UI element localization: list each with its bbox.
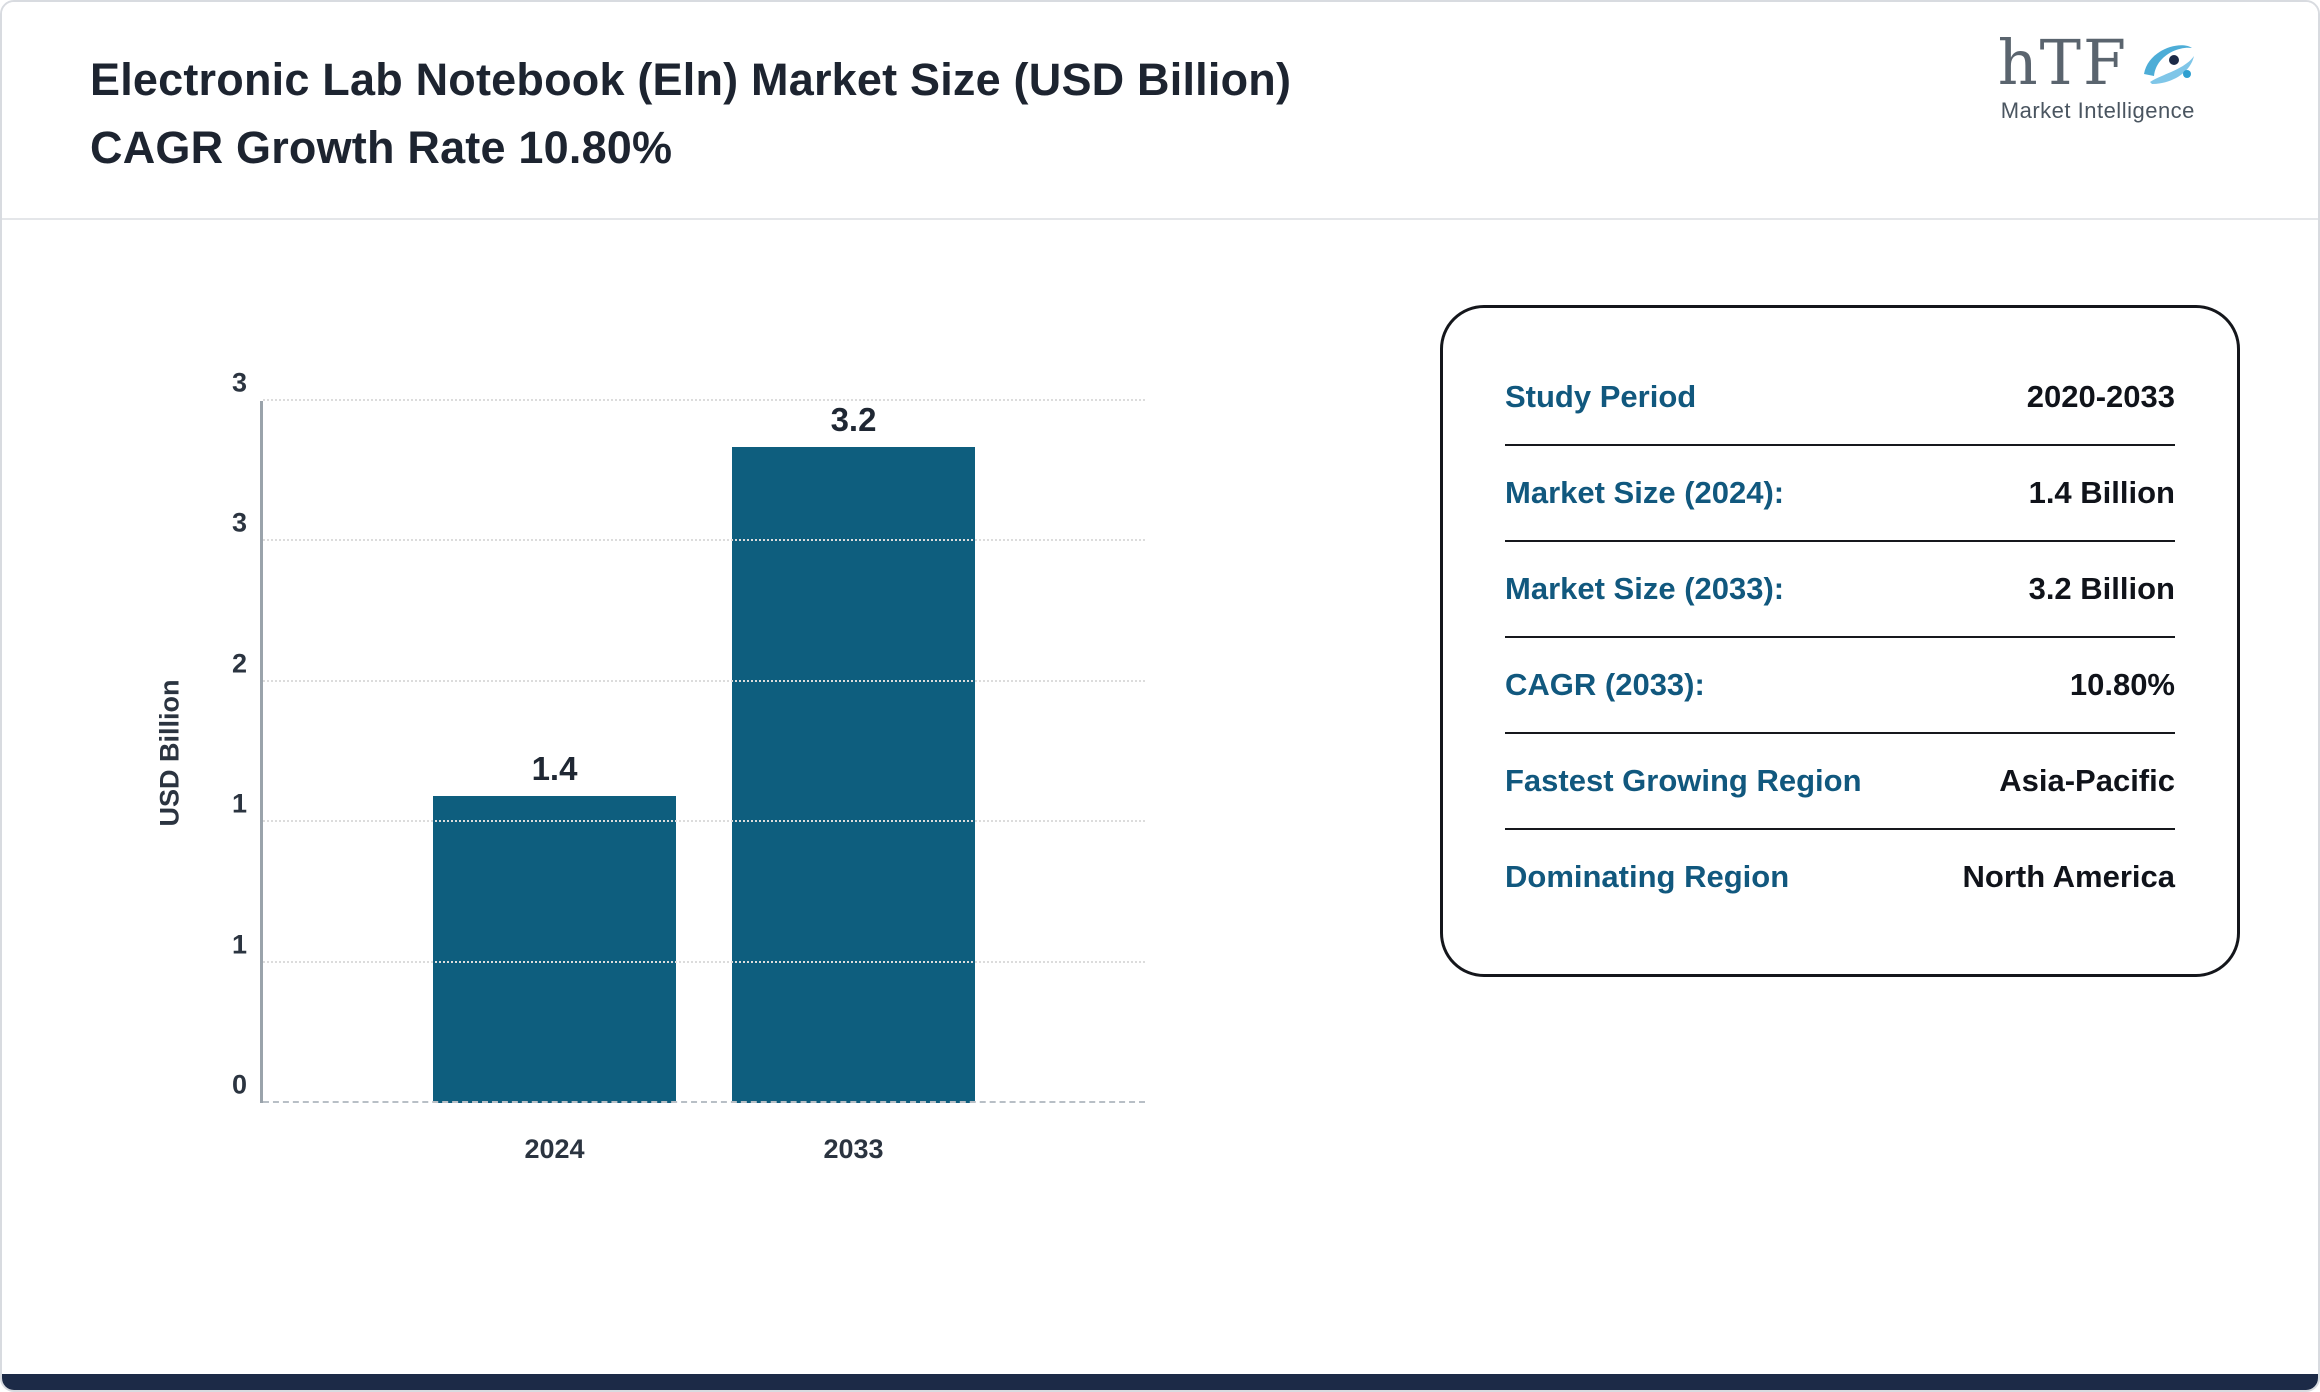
info-row-value: 2020-2033 — [2026, 379, 2175, 414]
info-row-value: North America — [1962, 859, 2175, 894]
info-row: CAGR (2033): 10.80% — [1505, 638, 2175, 734]
header: Electronic Lab Notebook (Eln) Market Siz… — [2, 2, 2318, 220]
bar-value-label: 1.4 — [531, 749, 578, 787]
info-row-label: Market Size (2033): — [1505, 571, 1785, 606]
y-tick-label: 3 — [231, 367, 247, 398]
gridline — [263, 1101, 1145, 1103]
y-tick-label: 1 — [231, 788, 247, 819]
x-axis-label: 2024 — [524, 1134, 585, 1164]
bar-2033 — [732, 447, 975, 1103]
info-row: Market Size (2033): 3.2 Billion — [1505, 542, 2175, 638]
info-row: Study Period 2020-2033 — [1505, 350, 2175, 446]
y-axis-label: USD Billion — [154, 679, 185, 827]
gridline — [263, 539, 1145, 542]
info-row-value: Asia-Pacific — [1999, 763, 2175, 798]
info-row-label: CAGR (2033): — [1505, 667, 1705, 702]
gridline — [263, 820, 1145, 823]
info-row: Fastest Growing Region Asia-Pacific — [1505, 734, 2175, 830]
y-tick-label: 3 — [231, 507, 247, 538]
logo-swoosh-icon — [2144, 45, 2194, 84]
bar-chart: USD Billion 1.4 2024 3.2 2033 0 1 1 2 3 3 — [152, 368, 1162, 1187]
gridline — [263, 399, 1145, 401]
y-tick-label: 0 — [231, 1069, 247, 1100]
bars-container: 1.4 2024 3.2 2033 — [263, 401, 1145, 1164]
info-row-value: 10.80% — [2069, 667, 2175, 702]
bar-group: 3.2 2033 — [732, 401, 975, 1164]
info-row: Dominating Region North America — [1505, 830, 2175, 924]
page-title: Electronic Lab Notebook (Eln) Market Siz… — [90, 54, 1292, 173]
bar-value-label: 3.2 — [830, 401, 877, 438]
info-row-label: Fastest Growing Region — [1505, 763, 1862, 798]
plot-area: 1.4 2024 3.2 2033 0 1 1 2 3 3 — [232, 368, 1145, 1164]
info-row-label: Market Size (2024): — [1505, 475, 1785, 510]
y-tick-label: 1 — [231, 929, 247, 960]
footer-strip — [2, 1374, 2318, 1390]
y-tick-label: 2 — [231, 648, 247, 679]
bar-2024 — [433, 795, 676, 1103]
htf-logo: hTF Market Intelligence — [1998, 30, 2198, 124]
logo-row: hTF — [1998, 30, 2198, 94]
info-row-value: 1.4 Billion — [2028, 475, 2175, 510]
gridline — [263, 960, 1145, 963]
info-row-label: Dominating Region — [1505, 859, 1790, 894]
logo-subtext: Market Intelligence — [2000, 98, 2195, 123]
info-row-value: 3.2 Billion — [2028, 571, 2175, 606]
info-row-label: Study Period — [1505, 379, 1697, 414]
x-axis-label: 2033 — [823, 1134, 884, 1164]
info-row: Market Size (2024): 1.4 Billion — [1505, 446, 2175, 542]
bar-group: 1.4 2024 — [433, 401, 676, 1164]
gridline — [263, 679, 1145, 682]
info-panel: Study Period 2020-2033 Market Size (2024):… — [1440, 305, 2240, 977]
logo-text: hTF — [1997, 26, 2128, 99]
